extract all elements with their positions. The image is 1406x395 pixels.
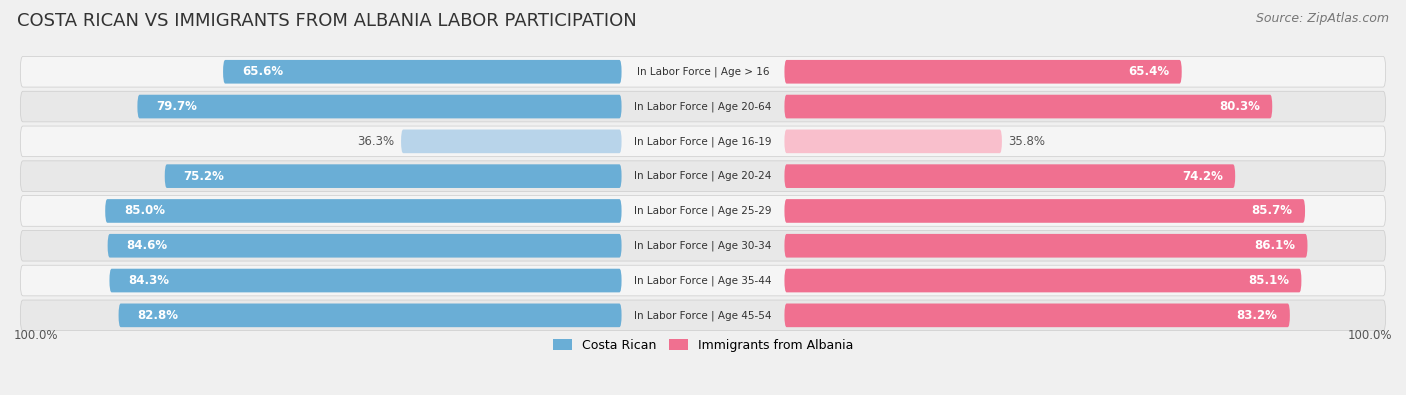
Text: COSTA RICAN VS IMMIGRANTS FROM ALBANIA LABOR PARTICIPATION: COSTA RICAN VS IMMIGRANTS FROM ALBANIA L… (17, 12, 637, 30)
FancyBboxPatch shape (20, 126, 1386, 157)
Text: In Labor Force | Age 30-34: In Labor Force | Age 30-34 (634, 241, 772, 251)
Text: 100.0%: 100.0% (1347, 329, 1392, 342)
FancyBboxPatch shape (20, 265, 1386, 296)
Text: 86.1%: 86.1% (1254, 239, 1295, 252)
FancyBboxPatch shape (785, 234, 1308, 258)
Text: In Labor Force | Age 35-44: In Labor Force | Age 35-44 (634, 275, 772, 286)
Text: 82.8%: 82.8% (138, 309, 179, 322)
Text: 80.3%: 80.3% (1219, 100, 1260, 113)
FancyBboxPatch shape (110, 269, 621, 292)
FancyBboxPatch shape (401, 130, 621, 153)
Text: 84.3%: 84.3% (128, 274, 169, 287)
FancyBboxPatch shape (20, 56, 1386, 87)
FancyBboxPatch shape (108, 234, 621, 258)
Text: 75.2%: 75.2% (184, 169, 225, 182)
Text: 100.0%: 100.0% (14, 329, 59, 342)
FancyBboxPatch shape (20, 196, 1386, 226)
FancyBboxPatch shape (785, 164, 1236, 188)
FancyBboxPatch shape (785, 95, 1272, 118)
FancyBboxPatch shape (138, 95, 621, 118)
Text: In Labor Force | Age 20-64: In Labor Force | Age 20-64 (634, 101, 772, 112)
FancyBboxPatch shape (105, 199, 621, 223)
Text: Source: ZipAtlas.com: Source: ZipAtlas.com (1256, 12, 1389, 25)
Text: 35.8%: 35.8% (1008, 135, 1045, 148)
Text: 74.2%: 74.2% (1182, 169, 1223, 182)
FancyBboxPatch shape (20, 300, 1386, 331)
Text: 85.1%: 85.1% (1249, 274, 1289, 287)
Text: 85.0%: 85.0% (124, 205, 165, 218)
FancyBboxPatch shape (165, 164, 621, 188)
FancyBboxPatch shape (118, 303, 621, 327)
Text: 84.6%: 84.6% (127, 239, 167, 252)
Text: 83.2%: 83.2% (1236, 309, 1277, 322)
Text: 65.4%: 65.4% (1128, 65, 1170, 78)
Text: 65.6%: 65.6% (242, 65, 283, 78)
Text: 79.7%: 79.7% (156, 100, 197, 113)
FancyBboxPatch shape (785, 199, 1305, 223)
FancyBboxPatch shape (20, 230, 1386, 261)
FancyBboxPatch shape (785, 130, 1002, 153)
FancyBboxPatch shape (785, 60, 1181, 84)
Text: 36.3%: 36.3% (357, 135, 395, 148)
FancyBboxPatch shape (20, 91, 1386, 122)
Text: In Labor Force | Age 25-29: In Labor Force | Age 25-29 (634, 206, 772, 216)
FancyBboxPatch shape (224, 60, 621, 84)
Legend: Costa Rican, Immigrants from Albania: Costa Rican, Immigrants from Albania (548, 334, 858, 357)
Text: In Labor Force | Age 45-54: In Labor Force | Age 45-54 (634, 310, 772, 321)
FancyBboxPatch shape (20, 161, 1386, 192)
Text: In Labor Force | Age > 16: In Labor Force | Age > 16 (637, 66, 769, 77)
FancyBboxPatch shape (785, 303, 1289, 327)
FancyBboxPatch shape (785, 269, 1302, 292)
Text: 85.7%: 85.7% (1251, 205, 1292, 218)
Text: In Labor Force | Age 20-24: In Labor Force | Age 20-24 (634, 171, 772, 181)
Text: In Labor Force | Age 16-19: In Labor Force | Age 16-19 (634, 136, 772, 147)
